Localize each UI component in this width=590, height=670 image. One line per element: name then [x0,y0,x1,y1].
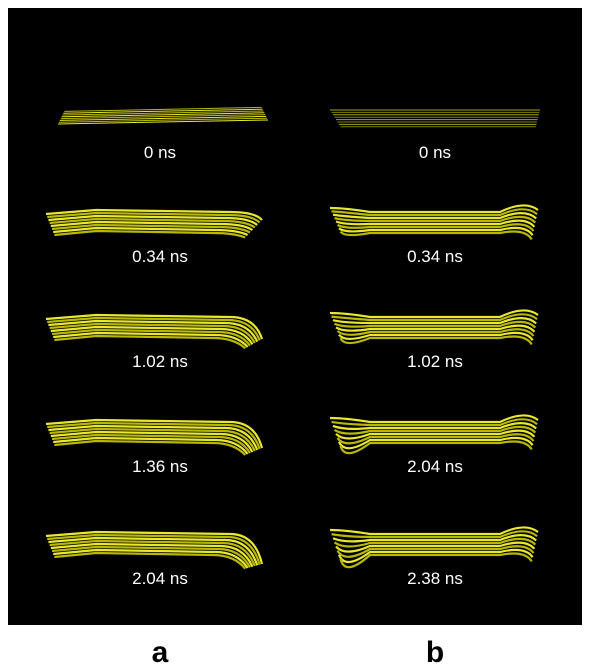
figure: 0 ns 0.34 ns 1.02 ns 1.36 ns 2.04 ns a 0 ns 0.3… [0,0,590,670]
time-label: 1.02 ns [407,352,463,371]
time-label: 1.02 ns [132,352,188,371]
time-label: 0.34 ns [132,247,188,266]
time-label: 1.36 ns [132,457,188,476]
time-label: 0 ns [419,143,451,162]
panel-label: a [152,636,169,669]
time-label: 0.34 ns [407,247,463,266]
time-label: 2.38 ns [407,569,463,588]
panel-label: b [426,636,444,669]
time-label: 2.04 ns [132,569,188,588]
time-label: 2.04 ns [407,457,463,476]
time-label: 0 ns [144,143,176,162]
